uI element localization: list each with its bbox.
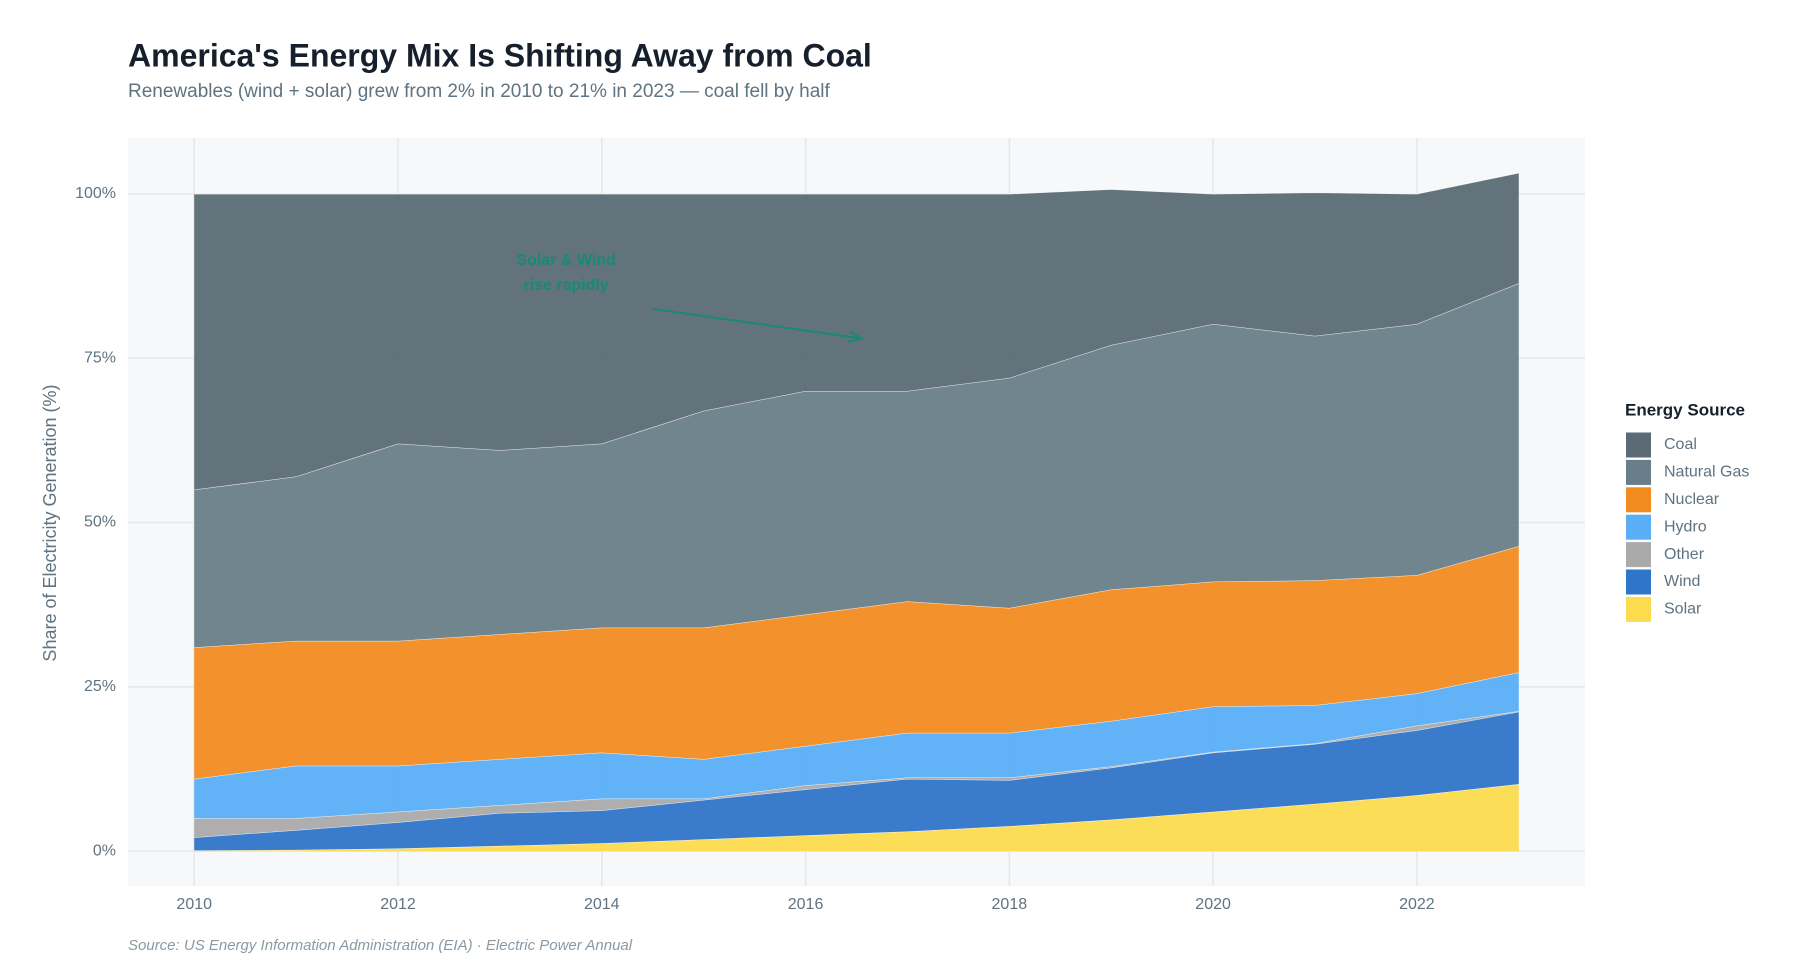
legend-title: Energy Source xyxy=(1625,400,1745,419)
x-tick-label: 2010 xyxy=(176,896,212,913)
y-tick-label: 75% xyxy=(84,349,116,366)
y-tick-label: 100% xyxy=(75,185,116,202)
x-tick-label: 2020 xyxy=(1195,896,1231,913)
legend-label: Other xyxy=(1664,546,1705,563)
area-edge xyxy=(194,545,1519,648)
area xyxy=(194,711,1519,851)
area-edge xyxy=(194,172,1519,195)
legend-swatch xyxy=(1626,542,1651,568)
legend-swatch xyxy=(1626,514,1651,540)
x-tick-label: 2022 xyxy=(1399,896,1435,913)
area xyxy=(194,546,1519,779)
legend-swatch xyxy=(1626,569,1651,595)
area xyxy=(194,784,1519,852)
x-tick-label: 2016 xyxy=(788,896,824,913)
legend-label: Hydro xyxy=(1664,518,1707,535)
x-tick-label: 2014 xyxy=(584,896,620,913)
annotation-arrowhead xyxy=(847,330,865,344)
area xyxy=(194,672,1519,819)
legend-label: Wind xyxy=(1664,573,1700,590)
legend-label: Coal xyxy=(1664,436,1697,453)
x-tick-label: 2018 xyxy=(992,896,1028,913)
legend-swatch xyxy=(1626,432,1651,458)
legend-label: Solar xyxy=(1664,601,1702,618)
source: Source: US Energy Information Administra… xyxy=(128,937,633,954)
legend-label: Natural Gas xyxy=(1664,464,1749,481)
chart-title: America's Energy Mix Is Shifting Away fr… xyxy=(128,37,872,73)
legend-label: Nuclear xyxy=(1664,491,1720,508)
area xyxy=(194,172,1519,490)
annotation: Solar & Wind xyxy=(516,252,615,269)
area xyxy=(194,283,1519,648)
y-tick-label: 25% xyxy=(84,678,116,695)
y-tick-label: 0% xyxy=(93,842,116,859)
x-tick-label: 2012 xyxy=(380,896,416,913)
annotation: rise rapidly xyxy=(523,277,608,294)
legend-swatch xyxy=(1626,459,1651,485)
area xyxy=(194,711,1519,838)
y-tick-label: 50% xyxy=(84,514,116,531)
legend-swatch xyxy=(1626,596,1651,622)
chart-subtitle: Renewables (wind + solar) grew from 2% i… xyxy=(128,81,831,102)
annotation-arrow xyxy=(652,307,862,340)
y-axis-label: Share of Electricity Generation (%) xyxy=(40,384,60,661)
legend-swatch xyxy=(1626,487,1651,513)
